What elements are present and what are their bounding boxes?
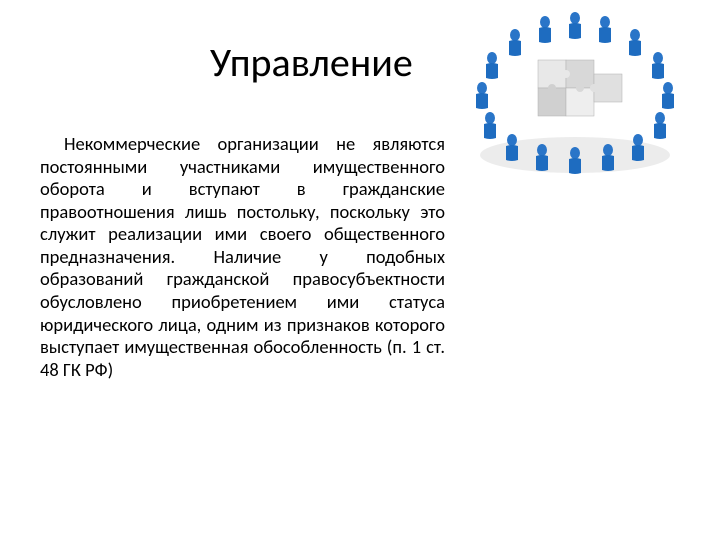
team-puzzle-illustration	[460, 0, 690, 180]
slide-title: Управление	[210, 38, 413, 87]
body-paragraph: Некоммерческие организации не являются п…	[40, 133, 445, 381]
